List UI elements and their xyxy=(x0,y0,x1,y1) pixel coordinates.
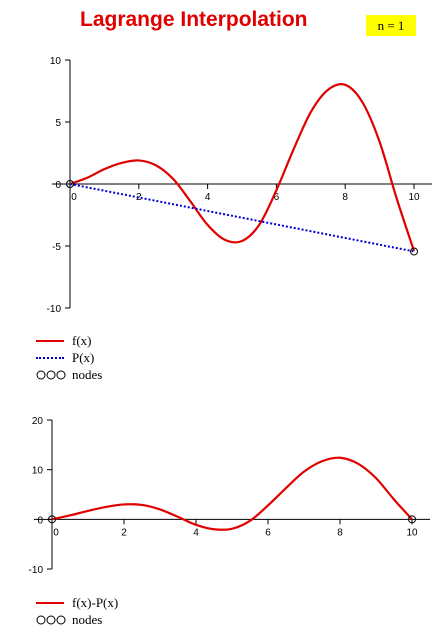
legend-item-nodes: nodes xyxy=(34,611,118,628)
y-tick-label: -10 xyxy=(47,304,62,315)
legend-label: f(x)-P(x) xyxy=(72,594,119,610)
nodes-icon xyxy=(36,615,66,624)
y-tick-label: 10 xyxy=(50,56,62,67)
x-tick-label: 4 xyxy=(193,527,199,538)
y-tick-label: -10 xyxy=(29,565,44,576)
x-tick-label: 10 xyxy=(406,527,418,538)
n-badge: n = 1 xyxy=(366,15,416,36)
x-tick-label: 0 xyxy=(53,527,59,538)
node-marker xyxy=(66,180,74,188)
legend-swatch-solid xyxy=(34,597,68,609)
series-line-f xyxy=(69,82,416,252)
nodes-icon xyxy=(36,370,66,379)
x-tick-label: 8 xyxy=(342,192,348,203)
legend-bottom: f(x)-P(x) nodes xyxy=(34,594,118,628)
legend-item-f: f(x) xyxy=(34,332,102,349)
x-tick-label: 10 xyxy=(408,192,420,203)
legend-swatch-dotted xyxy=(34,352,68,364)
x-tick-label: 0 xyxy=(71,192,77,203)
x-tick-label: 8 xyxy=(337,527,343,538)
y-tick-label: 0 xyxy=(55,180,61,191)
legend-label: f(x) xyxy=(72,332,92,348)
node-marker xyxy=(48,515,56,524)
legend-swatch-solid xyxy=(34,335,68,347)
x-tick-label: 4 xyxy=(205,192,211,203)
legend-label: nodes xyxy=(72,366,103,382)
legend-label: P(x) xyxy=(72,349,95,365)
y-tick-label: -5 xyxy=(52,242,61,253)
legend-item-nodes: nodes xyxy=(34,366,102,383)
node-marker xyxy=(410,247,418,256)
x-tick-label: 2 xyxy=(121,527,127,538)
x-tick-label: 6 xyxy=(274,192,280,203)
legend-top: f(x) P(x) nodes xyxy=(34,332,102,383)
legend-item-diff: f(x)-P(x) xyxy=(34,594,118,611)
y-tick-label: 10 xyxy=(32,466,44,477)
y-tick-label: 20 xyxy=(32,416,44,427)
y-tick-label: 5 xyxy=(55,118,61,129)
node-marker xyxy=(408,515,416,524)
series-line-f xyxy=(51,456,413,531)
legend-item-p: P(x) xyxy=(34,349,102,366)
legend-label: nodes xyxy=(72,611,103,627)
x-tick-label: 6 xyxy=(265,527,271,538)
y-tick-label: 0 xyxy=(37,515,43,526)
x-tick-label: 2 xyxy=(136,192,142,203)
series-line-p xyxy=(69,183,415,253)
chart-title: Lagrange Interpolation xyxy=(80,8,308,31)
